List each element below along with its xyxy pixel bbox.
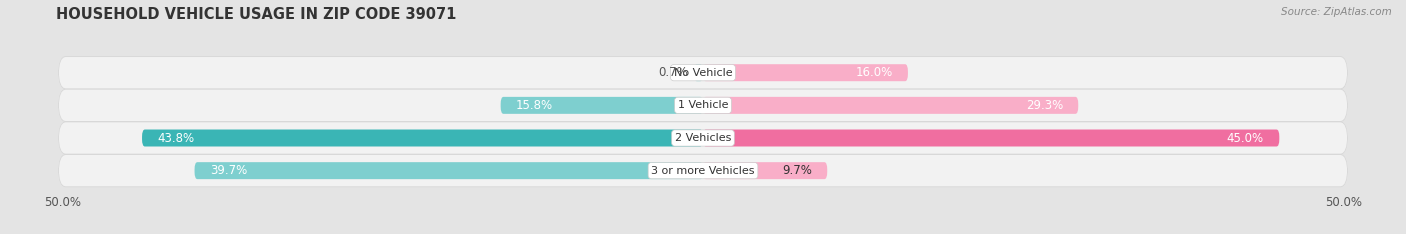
Text: 9.7%: 9.7% bbox=[782, 164, 811, 177]
FancyBboxPatch shape bbox=[59, 90, 1347, 121]
Text: No Vehicle: No Vehicle bbox=[673, 68, 733, 78]
FancyBboxPatch shape bbox=[703, 64, 908, 81]
FancyBboxPatch shape bbox=[703, 129, 1279, 146]
Text: 0.7%: 0.7% bbox=[658, 66, 688, 79]
Text: 2 Vehicles: 2 Vehicles bbox=[675, 133, 731, 143]
Text: 16.0%: 16.0% bbox=[855, 66, 893, 79]
Text: 43.8%: 43.8% bbox=[157, 132, 194, 145]
Text: HOUSEHOLD VEHICLE USAGE IN ZIP CODE 39071: HOUSEHOLD VEHICLE USAGE IN ZIP CODE 3907… bbox=[56, 7, 457, 22]
FancyBboxPatch shape bbox=[703, 97, 1078, 114]
FancyBboxPatch shape bbox=[194, 162, 703, 179]
Text: 3 or more Vehicles: 3 or more Vehicles bbox=[651, 166, 755, 176]
Text: 29.3%: 29.3% bbox=[1025, 99, 1063, 112]
FancyBboxPatch shape bbox=[703, 162, 827, 179]
FancyBboxPatch shape bbox=[59, 155, 1347, 186]
FancyBboxPatch shape bbox=[142, 129, 703, 146]
FancyBboxPatch shape bbox=[59, 155, 1347, 187]
FancyBboxPatch shape bbox=[59, 57, 1347, 89]
FancyBboxPatch shape bbox=[59, 122, 1347, 154]
Text: 1 Vehicle: 1 Vehicle bbox=[678, 100, 728, 110]
FancyBboxPatch shape bbox=[501, 97, 703, 114]
Text: Source: ZipAtlas.com: Source: ZipAtlas.com bbox=[1281, 7, 1392, 17]
FancyBboxPatch shape bbox=[59, 57, 1347, 88]
FancyBboxPatch shape bbox=[59, 89, 1347, 121]
FancyBboxPatch shape bbox=[695, 64, 703, 81]
Text: 39.7%: 39.7% bbox=[209, 164, 247, 177]
Text: 15.8%: 15.8% bbox=[516, 99, 553, 112]
Text: 45.0%: 45.0% bbox=[1227, 132, 1264, 145]
FancyBboxPatch shape bbox=[59, 122, 1347, 154]
